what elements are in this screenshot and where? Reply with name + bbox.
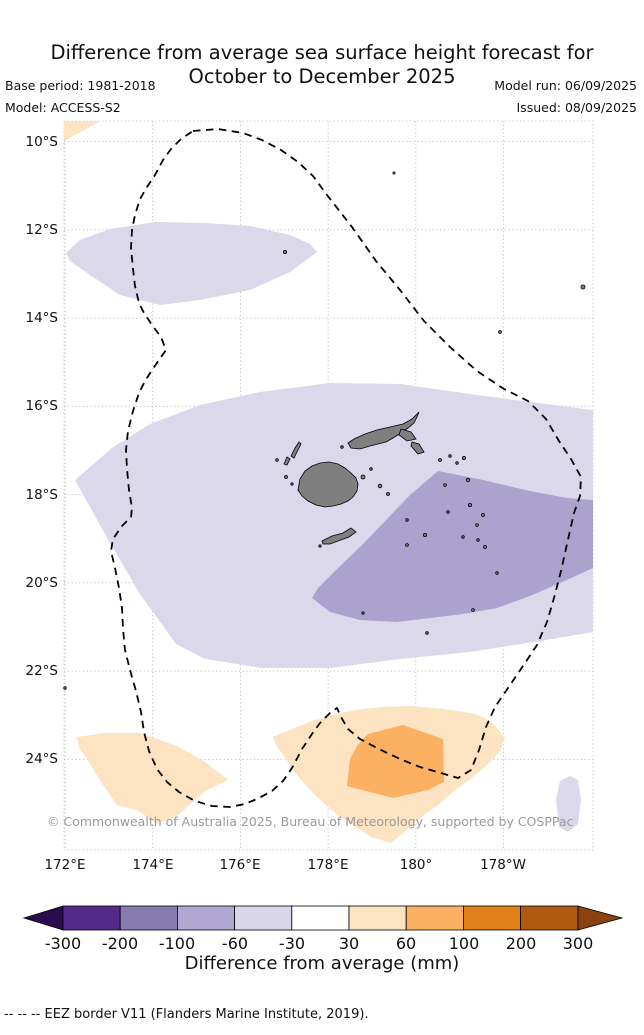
island-vanua-levu bbox=[347, 411, 420, 450]
colorbar-seg-9 bbox=[520, 905, 579, 931]
x-tick-178e: 178°E bbox=[307, 857, 349, 873]
island-natewa-peninsula bbox=[398, 428, 417, 442]
cb-tick-neg200: -200 bbox=[101, 934, 139, 953]
cb-tick-pos60: 60 bbox=[395, 934, 417, 953]
cb-tick-pos100: 100 bbox=[448, 934, 480, 953]
region-negative-strong-southeast bbox=[312, 471, 593, 622]
colorbar-axis-label: Difference from average (mm) bbox=[184, 953, 460, 974]
island-kadavu bbox=[321, 527, 357, 545]
base-period-label: Base period: 1981-2018 bbox=[5, 78, 156, 93]
issued-label: Issued: 08/09/2025 bbox=[516, 100, 638, 115]
colorbar bbox=[22, 905, 624, 931]
x-tick-178w: 178°W bbox=[480, 857, 526, 873]
y-tick-12s: 12°S bbox=[25, 222, 59, 238]
island-taveuni bbox=[410, 441, 425, 455]
fiji-islands bbox=[63, 171, 586, 690]
figure-title-line2: October to December 2025 bbox=[188, 65, 456, 88]
y-tick-16s: 16°S bbox=[25, 398, 59, 414]
figure-title-line1: Difference from average sea surface heig… bbox=[50, 41, 594, 64]
region-positive-southwest bbox=[77, 733, 228, 824]
y-tick-20s: 20°S bbox=[25, 575, 59, 591]
x-tick-172e: 172°E bbox=[44, 857, 86, 873]
eez-border-line bbox=[110, 128, 582, 808]
model-run-label: Model run: 06/09/2025 bbox=[494, 78, 637, 93]
region-negative-southeast-blob bbox=[556, 776, 581, 832]
model-label: Model: ACCESS-S2 bbox=[5, 100, 121, 115]
y-tick-24s: 24°S bbox=[25, 751, 59, 767]
cb-tick-neg60: -60 bbox=[221, 934, 249, 953]
cb-tick-neg300: -300 bbox=[44, 934, 82, 953]
cb-tick-pos300: 300 bbox=[562, 934, 594, 953]
eez-legend-note: -- -- -- EEZ border V11 (Flanders Marine… bbox=[4, 1007, 369, 1022]
cb-tick-pos200: 200 bbox=[505, 934, 537, 953]
x-tick-176e: 176°E bbox=[219, 857, 261, 873]
region-negative-north-band bbox=[66, 222, 317, 305]
island-viti-levu bbox=[297, 461, 359, 508]
y-tick-14s: 14°S bbox=[25, 310, 59, 326]
colorbar-seg-4 bbox=[234, 905, 293, 931]
anomaly-regions bbox=[64, 121, 593, 843]
colorbar-seg-5 bbox=[291, 905, 350, 931]
y-tick-22s: 22°S bbox=[25, 663, 59, 679]
cb-tick-neg100: -100 bbox=[158, 934, 196, 953]
small-islets bbox=[63, 171, 586, 690]
colorbar-seg-8 bbox=[462, 905, 521, 931]
island-yasawa-south bbox=[283, 456, 291, 466]
colorbar-arrow-right bbox=[577, 905, 624, 931]
colorbar-seg-1 bbox=[62, 905, 121, 931]
region-positive-northwest-wedge bbox=[64, 121, 101, 141]
cb-tick-pos30: 30 bbox=[338, 934, 360, 953]
colorbar-seg-7 bbox=[405, 905, 464, 931]
copyright-attribution: © Commonwealth of Australia 2025, Bureau… bbox=[47, 814, 574, 829]
colorbar-seg-6 bbox=[348, 905, 407, 931]
y-tick-18s: 18°S bbox=[25, 487, 59, 503]
colorbar-seg-2 bbox=[119, 905, 178, 931]
colorbar-arrow-left bbox=[22, 905, 64, 931]
x-tick-180: 180° bbox=[399, 857, 433, 873]
region-positive-strong-core bbox=[347, 725, 444, 798]
cb-tick-neg30: -30 bbox=[278, 934, 306, 953]
y-tick-10s: 10°S bbox=[25, 134, 59, 150]
island-yasawa-chain bbox=[290, 441, 302, 459]
x-tick-174e: 174°E bbox=[132, 857, 174, 873]
colorbar-seg-3 bbox=[176, 905, 235, 931]
